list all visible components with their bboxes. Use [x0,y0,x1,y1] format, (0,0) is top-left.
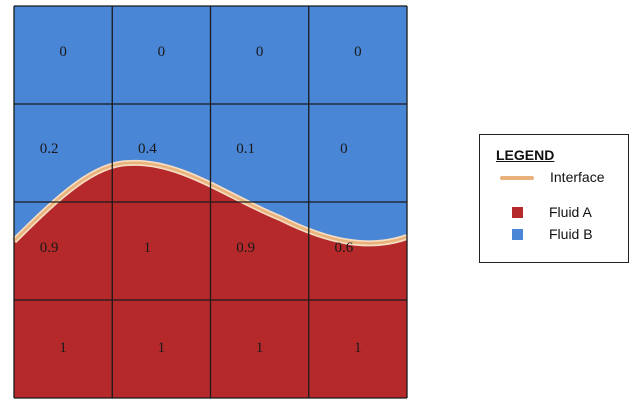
cell-value-r2-c1: 1 [144,240,152,256]
legend-label-fluid-a: Fluid A [549,204,592,220]
legend-label-fluid-b: Fluid B [549,226,593,242]
cell-value-r3-c2: 1 [256,340,264,356]
cell-value-r0-c1: 0 [158,44,166,60]
cell-value-r3-c0: 1 [59,340,67,356]
cell-value-r3-c3: 1 [354,340,362,356]
grid-lines [13,5,408,399]
legend-row-interface: Interface [480,168,628,188]
cell-value-r1-c2: 0.1 [236,141,255,157]
legend-label-interface: Interface [550,169,605,185]
cell-value-r1-c1: 0.4 [138,141,157,157]
interface-curve [13,161,408,245]
cell-value-r0-c0: 0 [59,44,67,60]
cell-value-r0-c3: 0 [354,44,362,60]
cell-value-r2-c2: 0.9 [236,240,255,256]
cell-value-r1-c3: 0 [340,141,348,157]
legend-box: LEGEND Interface Fluid A Fluid B [479,134,629,263]
cell-value-r2-c3: 0.6 [335,240,354,256]
legend-row-fluid-a: Fluid A [480,203,628,223]
cell-value-r3-c1: 1 [158,340,166,356]
cell-values: 0 0 0 0 0.2 0.4 0.1 0 0.9 1 0.9 0.6 1 1 1 1 [40,44,362,356]
cell-value-r1-c0: 0.2 [40,141,59,157]
cell-value-r0-c2: 0 [256,44,264,60]
fluid-b-swatch-icon [512,229,523,240]
cell-value-r2-c0: 0.9 [40,240,59,256]
legend-title: LEGEND [496,147,555,163]
interface-line-icon [500,176,534,180]
fluid-a-swatch-icon [512,207,523,218]
legend-row-fluid-b: Fluid B [480,225,628,245]
